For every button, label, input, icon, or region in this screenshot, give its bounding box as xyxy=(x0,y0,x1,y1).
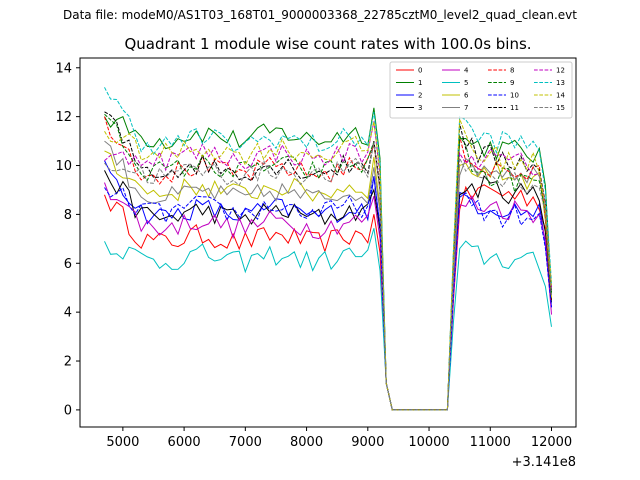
legend-label-10: 10 xyxy=(510,92,519,100)
x-tick-label: 10000 xyxy=(408,435,449,450)
y-tick-label: 12 xyxy=(55,110,72,125)
legend-label-3: 3 xyxy=(418,104,422,112)
x-tick-label: 9000 xyxy=(351,435,384,450)
series-line-9 xyxy=(104,113,552,411)
legend-label-1: 1 xyxy=(418,79,422,87)
series-line-0 xyxy=(104,184,552,411)
x-tick-label: 7000 xyxy=(229,435,262,450)
series-line-6 xyxy=(104,150,552,411)
x-tick-label: 5000 xyxy=(106,435,139,450)
series-line-11 xyxy=(104,111,552,411)
series-line-5 xyxy=(104,228,552,411)
x-tick-label: 11000 xyxy=(470,435,511,450)
chart-suptitle: Data file: modeM0/AS1T03_168T01_90000033… xyxy=(63,8,577,22)
y-tick-label: 14 xyxy=(55,61,72,76)
legend-label-12: 12 xyxy=(556,67,565,75)
series-line-7 xyxy=(104,140,552,411)
legend-label-13: 13 xyxy=(556,79,565,87)
y-tick-label: 4 xyxy=(64,306,72,321)
series-line-13 xyxy=(104,87,552,411)
legend-label-15: 15 xyxy=(556,104,565,112)
chart-title: Quadrant 1 module wise count rates with … xyxy=(124,35,531,53)
series-line-15 xyxy=(104,142,552,411)
legend-label-11: 11 xyxy=(510,104,519,112)
y-tick-label: 6 xyxy=(64,257,72,272)
legend-label-9: 9 xyxy=(510,79,514,87)
y-tick-label: 2 xyxy=(64,355,72,370)
series-line-3 xyxy=(104,170,552,411)
y-tick-label: 8 xyxy=(64,208,72,223)
x-tick-label: 12000 xyxy=(531,435,572,450)
series-line-10 xyxy=(104,176,552,411)
axes-frame xyxy=(79,57,577,428)
legend-label-2: 2 xyxy=(418,92,422,100)
series-line-2 xyxy=(104,160,552,411)
x-offset-label: +3.141e8 xyxy=(512,455,576,470)
x-axis: 5000 6000 7000 8000 9000 10000 11000 12000 xyxy=(106,427,572,450)
y-tick-label: 0 xyxy=(64,403,72,418)
legend-box xyxy=(389,61,573,119)
legend-label-7: 7 xyxy=(464,104,468,112)
x-tick-label: 6000 xyxy=(168,435,201,450)
y-axis: 0 2 4 6 8 10 12 14 xyxy=(55,61,80,418)
plot-area xyxy=(104,87,552,411)
series-line-4 xyxy=(104,182,552,411)
x-tick-label: 8000 xyxy=(290,435,323,450)
legend-label-0: 0 xyxy=(418,67,422,75)
legend-label-4: 4 xyxy=(464,67,469,75)
legend-label-6: 6 xyxy=(464,92,469,100)
legend-label-14: 14 xyxy=(556,92,565,100)
series-line-14 xyxy=(104,118,552,411)
series-line-1 xyxy=(104,107,552,411)
legend-label-5: 5 xyxy=(464,79,468,87)
y-tick-label: 10 xyxy=(55,159,72,174)
legend-label-8: 8 xyxy=(510,67,514,75)
